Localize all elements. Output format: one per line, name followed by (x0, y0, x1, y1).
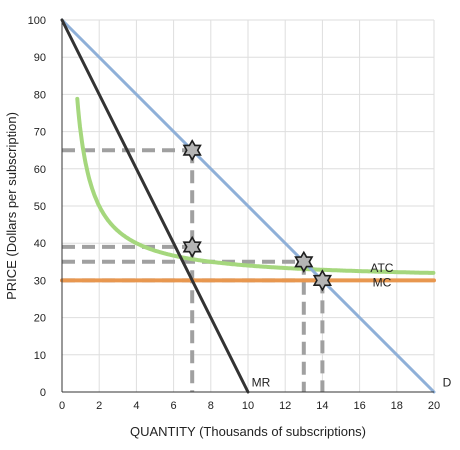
y-tick-label-8: 80 (34, 89, 46, 101)
axes-layer (61, 20, 434, 393)
y-tick-label-1: 10 (34, 350, 46, 362)
point-marker-2 (294, 250, 314, 273)
x-tick-label-0: 0 (59, 400, 65, 412)
y-tick-label-6: 60 (34, 164, 46, 176)
y-tick-label-7: 70 (34, 127, 46, 139)
y-tick-label-2: 20 (34, 313, 46, 325)
x-tick-label-1: 2 (96, 400, 102, 412)
y-axis-title: PRICE (Dollars per subscription) (4, 112, 19, 300)
x-tick-label-6: 12 (279, 400, 291, 412)
x-tick-label-4: 8 (208, 400, 214, 412)
labels-layer: 0 2 4 6 8 10 12 14 16 18 20 0 10 20 30 40 50 60 70 80 90 100 M… (28, 15, 452, 412)
x-tick-label-10: 20 (428, 400, 440, 412)
x-tick-label-7: 14 (316, 400, 328, 412)
series-atc-line (75, 96, 436, 275)
series-layer (60, 18, 436, 394)
series-d-line (60, 18, 436, 394)
series-mr-line (60, 18, 250, 394)
markers-layer (182, 139, 333, 292)
guide-lines-layer (62, 148, 325, 392)
y-tick-label-5: 50 (34, 201, 46, 213)
y-tick-label-0: 0 (40, 387, 46, 399)
curve-label-mr: MR (252, 376, 271, 390)
point-marker-3 (312, 269, 333, 292)
curve-label-d: D (443, 376, 452, 390)
point-marker-1 (182, 235, 202, 259)
curve-label-atc: ATC (370, 261, 393, 275)
x-tick-label-3: 6 (171, 400, 177, 412)
y-tick-label-10: 100 (28, 15, 46, 27)
y-tick-label-9: 90 (34, 52, 46, 64)
x-tick-label-8: 16 (353, 400, 365, 412)
curve-label-mc: MC (373, 275, 392, 289)
x-axis-title: QUANTITY (Thousands of subscriptions) (130, 424, 366, 439)
x-tick-label-5: 10 (242, 400, 254, 412)
x-tick-label-9: 18 (391, 400, 403, 412)
x-tick-label-2: 4 (133, 400, 139, 412)
y-tick-label-4: 40 (34, 238, 46, 250)
point-marker-0 (182, 139, 202, 162)
y-tick-label-3: 30 (34, 275, 46, 287)
